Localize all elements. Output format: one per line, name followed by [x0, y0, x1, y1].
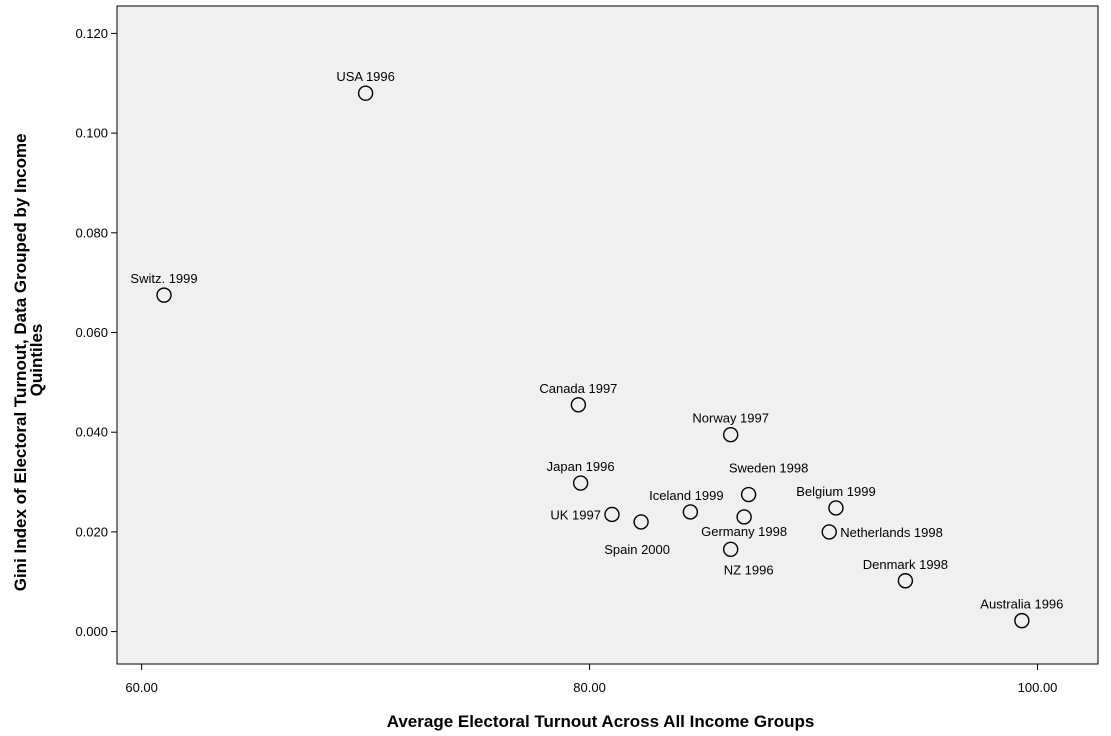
point-marker	[604, 506, 620, 523]
data-point: Canada 1997	[539, 381, 617, 413]
x-axis-ticks: 60.00 80.00 100.00	[125, 664, 1057, 695]
data-point: Japan 1996	[547, 459, 615, 491]
point-label: Sweden 1998	[729, 461, 809, 476]
point-marker	[722, 426, 739, 443]
point-marker	[633, 514, 649, 530]
point-label: Iceland 1999	[649, 488, 723, 503]
data-point: Switz. 1999	[130, 271, 198, 303]
point-marker	[572, 475, 589, 491]
point-label: UK 1997	[550, 507, 601, 522]
x-tick-label: 60.00	[125, 680, 158, 695]
data-points: USA 1996 Switz. 1999 Canada 1997 Norway 199…	[130, 69, 1063, 629]
data-point: Belgium 1999	[796, 484, 876, 516]
y-tick-label: 0.060	[75, 325, 108, 340]
data-point: Spain 2000	[604, 514, 670, 557]
point-label: NZ 1996	[724, 562, 774, 577]
point-label: USA 1996	[336, 69, 395, 84]
point-marker	[736, 509, 752, 525]
point-marker	[357, 85, 374, 101]
y-tick-label: 0.120	[75, 26, 108, 41]
data-point: Germany 1998	[701, 509, 787, 539]
data-point: Australia 1996	[980, 597, 1063, 629]
data-point: Norway 1997	[692, 411, 769, 443]
x-axis-title: Average Electoral Turnout Across All Inc…	[387, 712, 815, 731]
point-marker	[570, 397, 587, 413]
y-axis-ticks: 0.000 0.020 0.040 0.060 0.080 0.100 0.120	[75, 26, 117, 639]
y-tick-label: 0.000	[75, 624, 108, 639]
data-point: Sweden 1998	[729, 461, 809, 503]
point-label: Norway 1997	[692, 411, 769, 426]
y-axis-title-line-2: Quintiles	[27, 324, 46, 397]
data-point: Denmark 1998	[863, 557, 948, 589]
point-marker	[156, 287, 172, 303]
point-label: Spain 2000	[604, 542, 670, 557]
y-tick-label: 0.100	[75, 126, 108, 141]
point-label: Germany 1998	[701, 524, 787, 539]
point-label: Denmark 1998	[863, 557, 948, 572]
point-label: Canada 1997	[539, 381, 617, 396]
x-tick-label: 100.00	[1018, 680, 1058, 695]
point-marker	[682, 504, 699, 520]
point-marker	[740, 486, 757, 503]
y-tick-label: 0.080	[75, 225, 108, 240]
data-point: NZ 1996	[722, 541, 774, 577]
point-label: Netherlands 1998	[840, 525, 943, 540]
point-marker	[897, 573, 914, 589]
point-label: Japan 1996	[547, 459, 615, 474]
point-label: Australia 1996	[980, 597, 1063, 612]
data-point: Netherlands 1998	[821, 524, 943, 540]
point-marker	[828, 500, 844, 516]
point-marker	[722, 541, 739, 558]
y-tick-label: 0.020	[75, 524, 108, 539]
point-label: Belgium 1999	[796, 484, 876, 499]
data-point: UK 1997	[550, 506, 620, 523]
point-marker	[1014, 612, 1030, 629]
point-marker	[821, 524, 837, 540]
data-point: Iceland 1999	[649, 488, 724, 520]
y-axis-title-line-1: Gini Index of Electoral Turnout, Data Gr…	[11, 133, 30, 591]
y-axis-title: Gini Index of Electoral Turnout, Data Gr…	[11, 129, 46, 592]
data-point: USA 1996	[336, 69, 395, 101]
plot-area	[116, 5, 1099, 665]
x-tick-label: 80.00	[573, 680, 606, 695]
point-label: Switz. 1999	[130, 271, 197, 286]
y-tick-label: 0.040	[75, 425, 108, 440]
